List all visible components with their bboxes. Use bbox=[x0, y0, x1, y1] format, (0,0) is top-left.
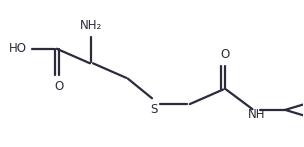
Text: NH₂: NH₂ bbox=[80, 19, 103, 32]
Text: O: O bbox=[220, 48, 229, 61]
Text: HO: HO bbox=[9, 41, 26, 55]
Text: O: O bbox=[54, 80, 64, 93]
Text: NH: NH bbox=[248, 108, 265, 122]
Text: S: S bbox=[150, 103, 157, 116]
